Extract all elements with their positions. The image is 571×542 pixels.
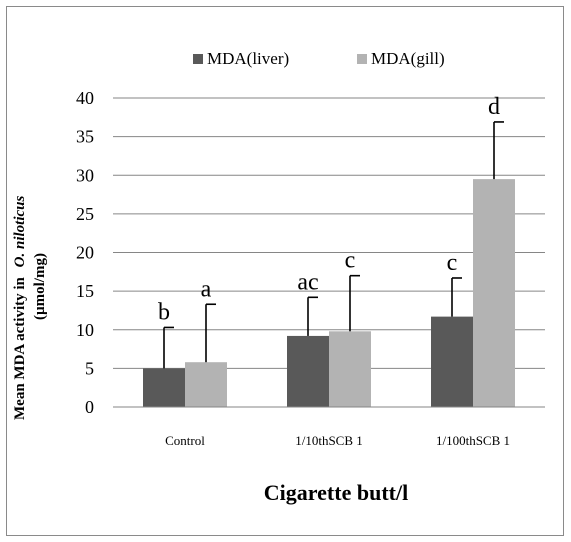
x-category-label: 1/100thSCB 1 bbox=[436, 433, 510, 448]
y-tick-label: 35 bbox=[76, 127, 94, 147]
bar bbox=[329, 331, 371, 407]
legend-swatch-liver bbox=[193, 54, 203, 64]
y-tick-label: 10 bbox=[76, 320, 94, 340]
significance-letter: a bbox=[201, 276, 212, 302]
significance-letter: c bbox=[447, 250, 458, 276]
y-tick-labels: 0 5 10 15 20 25 30 35 40 bbox=[76, 88, 94, 417]
y-tick-label: 20 bbox=[76, 243, 94, 263]
legend-label-gill: MDA(gill) bbox=[371, 49, 445, 68]
legend: MDA(liver) MDA(gill) bbox=[193, 49, 445, 68]
y-tick-label: 40 bbox=[76, 88, 94, 108]
y-tick-label: 0 bbox=[85, 397, 94, 417]
y-tick-label: 15 bbox=[76, 281, 94, 301]
x-category-label: 1/10thSCB 1 bbox=[295, 433, 363, 448]
bar bbox=[431, 316, 473, 407]
x-category-labels: Control 1/10thSCB 1 1/100thSCB 1 bbox=[165, 433, 510, 448]
x-category-label: Control bbox=[165, 433, 205, 448]
svg-text:Mean MDA activity in O.: Mean MDA activity in O. niloticus bbox=[12, 195, 28, 420]
bars bbox=[143, 179, 515, 407]
x-axis-title: Cigarette butt/l bbox=[264, 480, 408, 505]
bar bbox=[287, 335, 329, 407]
y-axis-unit: (µmol/mg) bbox=[32, 253, 48, 320]
legend-swatch-gill bbox=[357, 54, 367, 64]
y-tick-label: 30 bbox=[76, 165, 94, 185]
error-bars bbox=[163, 121, 504, 369]
y-axis-title: Mean MDA activity in O. niloticus (µmol/… bbox=[12, 195, 48, 420]
chart-frame bbox=[6, 6, 564, 536]
legend-label-liver: MDA(liver) bbox=[207, 49, 289, 68]
y-tick-label: 25 bbox=[76, 204, 94, 224]
significance-letter: c bbox=[345, 248, 356, 274]
y-axis-title-text: Mean MDA activity in bbox=[12, 276, 28, 420]
y-axis-title-species: O. niloticus bbox=[12, 195, 28, 267]
bar bbox=[143, 368, 185, 407]
significance-letter: b bbox=[158, 299, 170, 325]
significance-letter: ac bbox=[297, 269, 318, 295]
significance-letter: d bbox=[488, 94, 500, 120]
y-tick-label: 5 bbox=[85, 358, 94, 378]
significance-letters: b a ac c c d bbox=[158, 94, 500, 325]
bar bbox=[185, 362, 227, 407]
bar bbox=[473, 179, 515, 407]
